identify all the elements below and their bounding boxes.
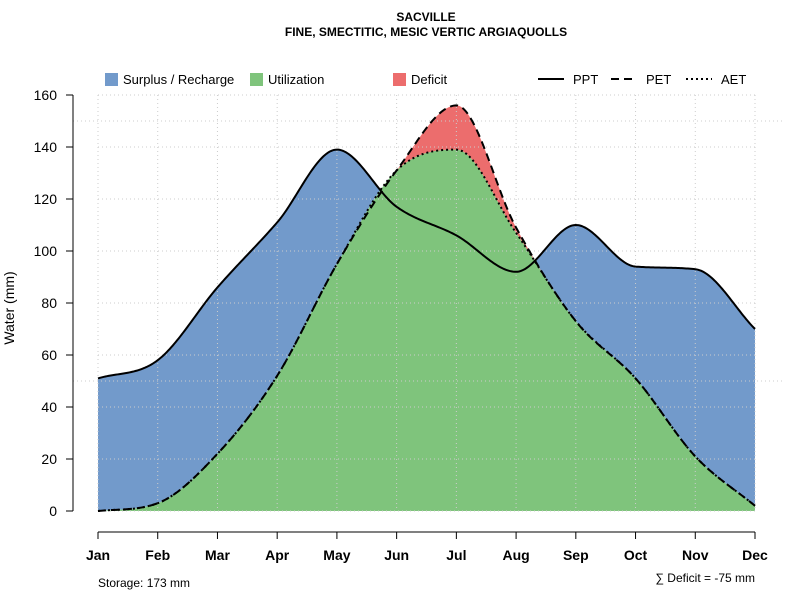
- series-line-aet: [97, 148, 756, 512]
- x-tick-label: Jun: [384, 547, 409, 563]
- legend-label: AET: [721, 72, 746, 87]
- x-tick-label: May: [323, 547, 350, 563]
- y-tick-label: 80: [41, 295, 57, 311]
- y-tick-label: 100: [34, 243, 58, 259]
- legend-label: Deficit: [411, 72, 448, 87]
- x-tick-label: Jan: [86, 547, 110, 563]
- legend-label: PET: [646, 72, 671, 87]
- x-tick-label: Nov: [682, 547, 709, 563]
- storage-label: Storage: 173 mm: [98, 576, 190, 590]
- x-tick-label: Sep: [563, 547, 589, 563]
- deficit-total-label: ∑ Deficit = -75 mm: [655, 571, 755, 585]
- chart-title: SACVILLE: [396, 10, 455, 24]
- x-tick-label: Mar: [205, 547, 230, 563]
- y-tick-label: 20: [41, 451, 57, 467]
- chart-subtitle: FINE, SMECTITIC, MESIC VERTIC ARGIAQUOLL…: [285, 25, 567, 39]
- x-tick-label: Jul: [446, 547, 466, 563]
- x-tick-label: Oct: [624, 547, 648, 563]
- y-axis-label: Water (mm): [1, 271, 17, 344]
- legend-swatch: [393, 73, 406, 86]
- legend: Surplus / Recharge Utilization Deficit PPT P…: [105, 72, 746, 87]
- y-tick-label: 140: [34, 139, 58, 155]
- y-tick-label: 60: [41, 347, 57, 363]
- x-tick-label: Aug: [502, 547, 529, 563]
- x-tick-label: Apr: [265, 547, 290, 563]
- series-line-ppt: [97, 148, 756, 380]
- x-tick-label: Feb: [145, 547, 170, 563]
- y-tick-label: 120: [34, 191, 58, 207]
- y-tick-label: 40: [41, 399, 57, 415]
- legend-swatch: [250, 73, 263, 86]
- utilization-area: [98, 149, 755, 511]
- legend-label: PPT: [573, 72, 598, 87]
- y-tick-label: 160: [34, 87, 58, 103]
- legend-label: Utilization: [268, 72, 324, 87]
- x-tick-label: Dec: [742, 547, 768, 563]
- plot-area: 0 20 40 60 80 100 120 140 160 Jan Feb Mar Apr May Jun J…: [34, 87, 785, 563]
- y-tick-label: 0: [49, 503, 57, 519]
- legend-swatch: [105, 73, 118, 86]
- legend-label: Surplus / Recharge: [123, 72, 234, 87]
